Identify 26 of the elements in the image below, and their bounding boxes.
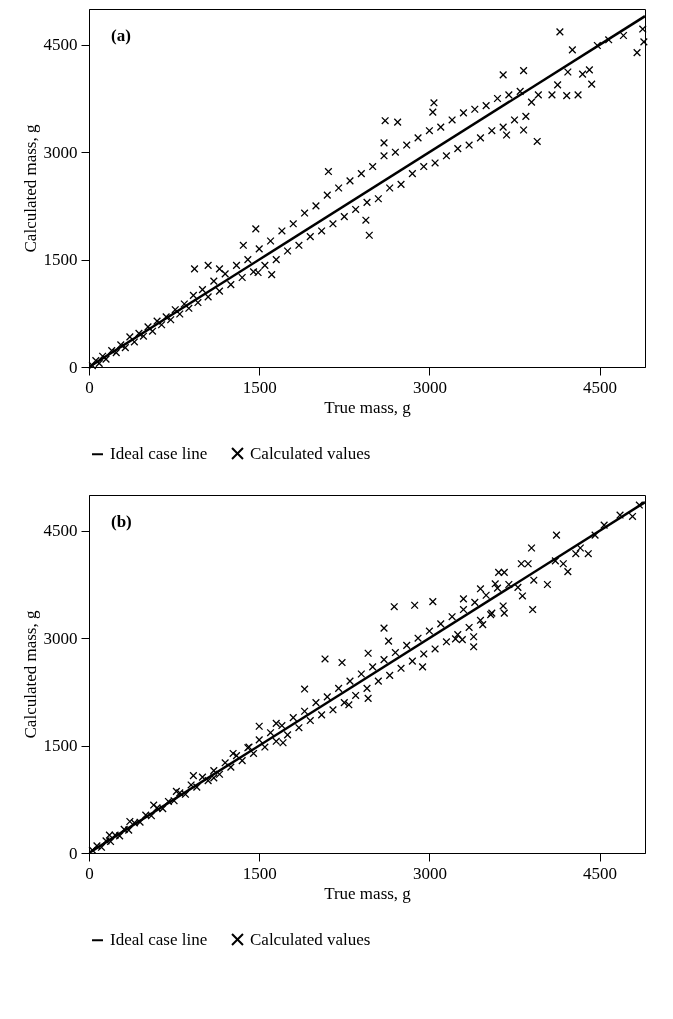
y-tick-label: 0 [69,357,78,377]
y-tick-label: 1500 [43,250,78,270]
y-tick-label: 1500 [43,736,78,756]
legend-label: Calculated values [250,443,371,463]
x-tick-label: 4500 [583,377,618,397]
x-tick-label: 3000 [412,863,447,883]
y-tick-label: 0 [69,843,78,863]
x-axis-title: True mass, g [324,883,412,903]
x-tick-label: 0 [85,863,94,883]
text: (b) [111,512,132,531]
x-axis-title: True mass, g [324,397,412,417]
text: (a) [111,26,131,45]
x-tick-label: 0 [85,377,94,397]
legend-label: Ideal case line [110,444,208,464]
y-axis-title: Calculated mass, g [20,610,40,739]
x-tick-label: 4500 [583,863,618,883]
x-tick-label: 1500 [242,377,277,397]
x-tick-label: 1500 [242,863,277,883]
y-tick-label: 4500 [43,35,78,55]
legend-label: Calculated values [250,929,371,949]
y-axis-title: Calculated mass, g [20,124,40,253]
legend-label: Ideal case line [110,930,208,950]
y-tick-label: 4500 [43,521,78,541]
y-tick-label: 3000 [43,628,78,648]
x-tick-label: 3000 [412,377,447,397]
y-tick-label: 3000 [43,142,78,162]
